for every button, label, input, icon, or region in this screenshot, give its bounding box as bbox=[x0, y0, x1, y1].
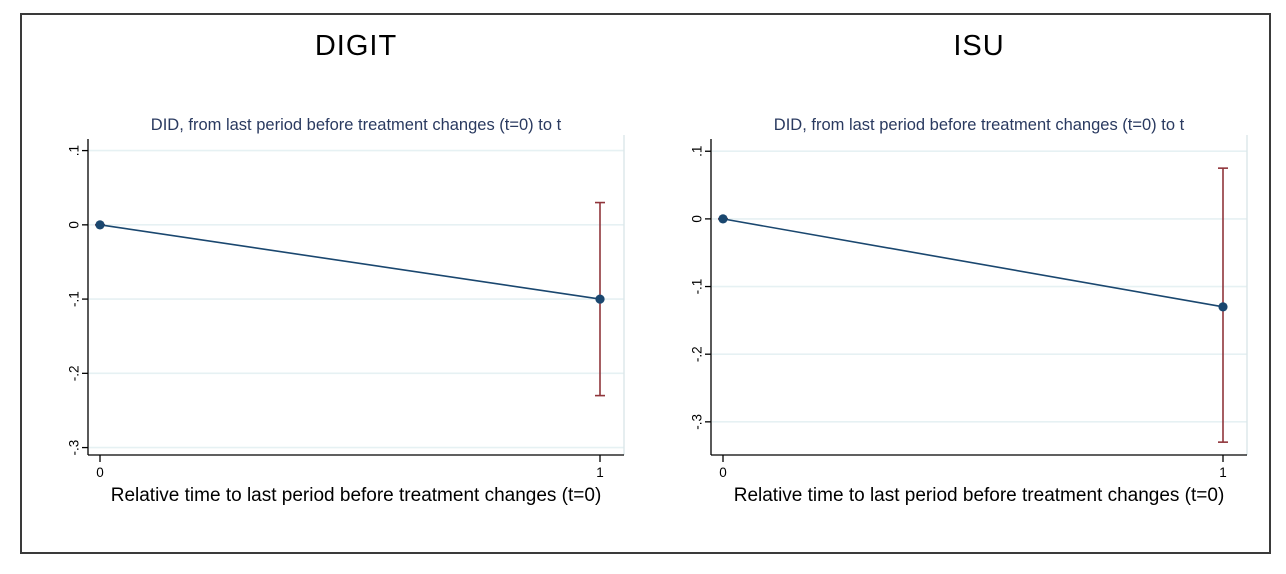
x-tick-label: 0 bbox=[719, 465, 727, 480]
panel-digit: .1 0 -.1 -.2 -.3 0 1 DIGIT DID, from last period… bbox=[24, 15, 638, 550]
y-tick-label: -.1 bbox=[67, 291, 82, 307]
x-tick-label: 1 bbox=[596, 465, 604, 480]
x-axis-label: Relative time to last period before trea… bbox=[734, 485, 1225, 506]
plot-subtitle: DID, from last period before treatment c… bbox=[151, 116, 562, 134]
data-point-marker bbox=[1218, 302, 1228, 312]
data-point-marker bbox=[718, 214, 728, 224]
panel-isu: .1 0 -.1 -.2 -.3 0 1 ISU DID, from last period b… bbox=[647, 15, 1261, 550]
panel-chart-digit: .1 0 -.1 -.2 -.3 0 1 DIGIT DID, from last period… bbox=[67, 30, 625, 506]
y-tick-label: .1 bbox=[690, 146, 705, 157]
y-tick-label: -.2 bbox=[67, 365, 82, 381]
y-tick-label: -.2 bbox=[690, 346, 705, 362]
x-tick-label: 0 bbox=[96, 465, 104, 480]
series-line bbox=[99, 224, 601, 300]
series-line bbox=[722, 218, 1224, 308]
y-tick-label: 0 bbox=[690, 215, 705, 223]
data-point-marker bbox=[595, 294, 605, 304]
x-tick-label: 1 bbox=[1219, 465, 1227, 480]
y-tick-label: -.3 bbox=[690, 414, 705, 430]
y-tick-label: -.3 bbox=[67, 440, 82, 456]
plot-subtitle: DID, from last period before treatment c… bbox=[774, 116, 1185, 134]
panel-chart-isu: .1 0 -.1 -.2 -.3 0 1 ISU DID, from last period b… bbox=[690, 30, 1248, 506]
y-tick-label: .1 bbox=[67, 145, 82, 156]
panel-title: DIGIT bbox=[315, 30, 397, 62]
y-tick-label: -.1 bbox=[690, 279, 705, 295]
x-axis-label: Relative time to last period before trea… bbox=[111, 485, 602, 506]
figure-border: .1 0 -.1 -.2 -.3 0 1 DIGIT DID, from last period… bbox=[20, 13, 1271, 554]
panel-title: ISU bbox=[953, 30, 1004, 62]
y-tick-label: 0 bbox=[67, 221, 82, 229]
data-point-marker bbox=[95, 220, 105, 230]
